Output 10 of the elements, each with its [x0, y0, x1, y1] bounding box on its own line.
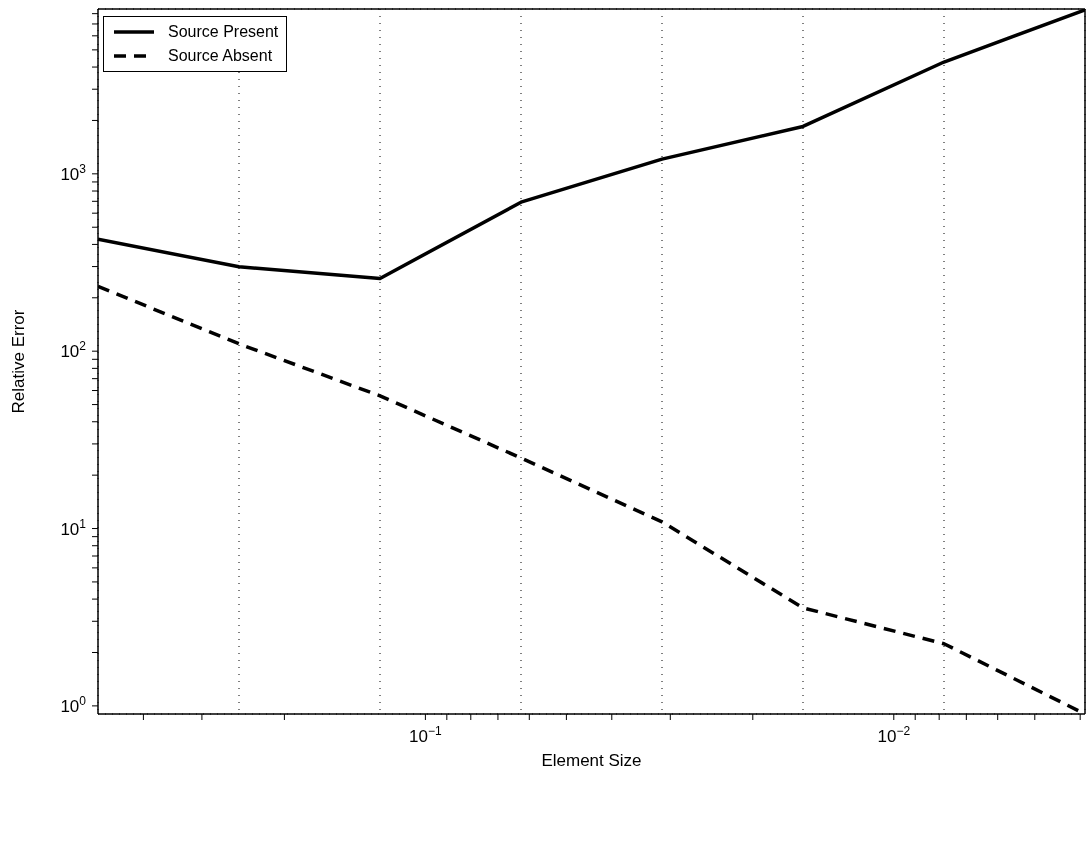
y-tick-label: 10$^{0}$	[60, 693, 87, 716]
y-tick-label: 10$^{2}$	[60, 339, 87, 362]
legend-label: Source Absent	[168, 47, 273, 65]
legend-label: Source Present	[168, 23, 279, 41]
x-tick-label: 10$^{−1}$	[409, 724, 443, 746]
x-axis-title: Element Size	[541, 751, 642, 770]
x-tick-label: 10$^{−2}$	[877, 724, 911, 746]
y-tick-label: 10$^{1}$	[60, 516, 87, 539]
y-axis-title: Relative Error	[9, 309, 29, 414]
y-tick-label: 10$^{3}$	[60, 161, 87, 184]
